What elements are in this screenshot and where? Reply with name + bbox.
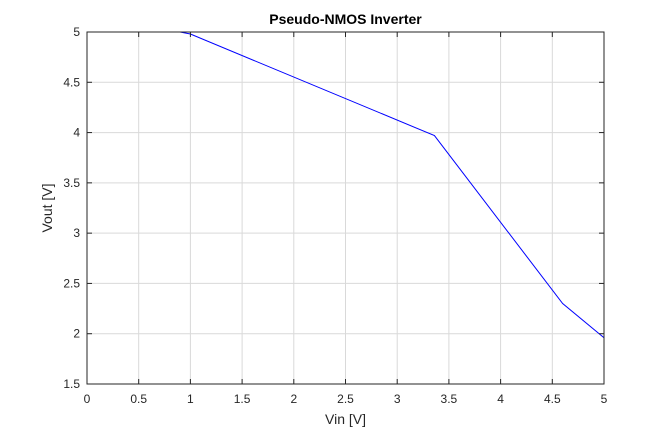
ticks: 0 0.5 1 1.5 2 2.5 3 3.5 4 4.5 5 1.5 2 2.5 3 3.5 4 4.5 5 [63, 25, 607, 406]
x-tick-label: 0 [84, 392, 91, 406]
y-tick-label: 5 [73, 25, 80, 39]
x-tick-label: 2 [290, 392, 297, 406]
x-tick-label: 3 [394, 392, 401, 406]
y-tick-label: 2.5 [63, 276, 80, 290]
x-tick-label: 4.5 [544, 392, 561, 406]
y-tick-label: 2 [73, 327, 80, 341]
y-tick-label: 4 [73, 126, 80, 140]
x-tick-label: 5 [601, 392, 608, 406]
y-tick-label: 3.5 [63, 176, 80, 190]
y-tick-label: 3 [73, 226, 80, 240]
y-axis-label: Vout [V] [39, 183, 55, 232]
x-tick-label: 3.5 [441, 392, 458, 406]
x-tick-label: 4 [497, 392, 504, 406]
y-tick-label: 4.5 [63, 75, 80, 89]
x-tick-label: 0.5 [130, 392, 147, 406]
chart-title: Pseudo-NMOS Inverter [269, 11, 422, 27]
x-tick-label: 1 [187, 392, 194, 406]
x-tick-label: 2.5 [337, 392, 354, 406]
x-tick-label: 1.5 [234, 392, 251, 406]
x-axis-label: Vin [V] [325, 411, 366, 427]
y-tick-label: 1.5 [63, 377, 80, 391]
